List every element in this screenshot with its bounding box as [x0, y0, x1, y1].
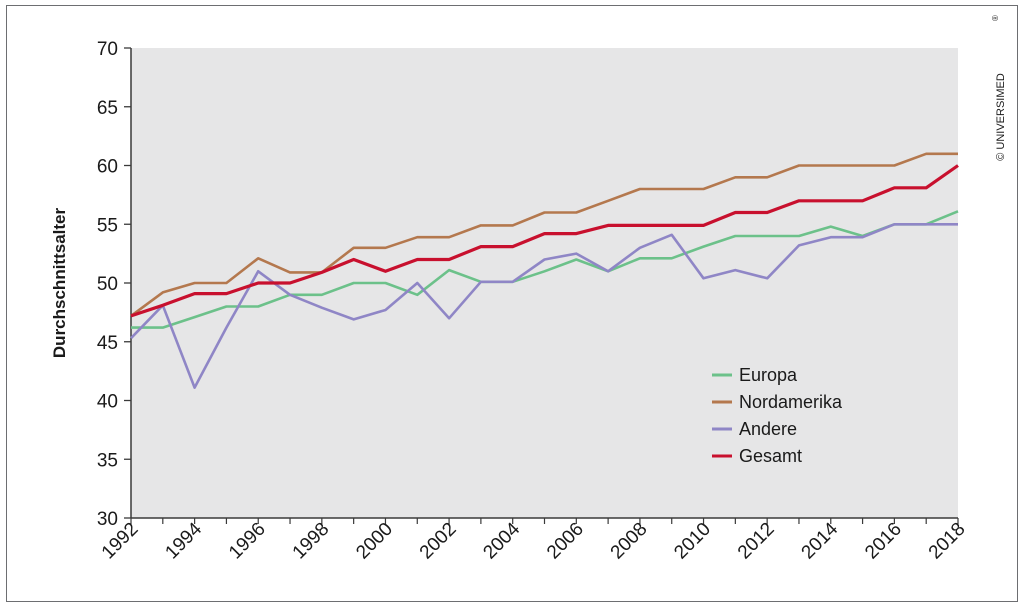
x-tick-label: 2016	[861, 519, 906, 564]
y-tick-label: 40	[97, 392, 118, 413]
series-lines	[130, 152, 959, 389]
x-tick-label: 2008	[607, 519, 652, 564]
y-tick-label: 55	[97, 215, 118, 236]
x-tick-label: 1994	[161, 518, 206, 563]
y-axis: 30 35 40 45 50 55 60 65 70	[97, 39, 132, 530]
y-tick-label: 30	[97, 509, 118, 530]
y-axis-label: Durchschnittsalter	[50, 208, 69, 359]
x-tick-label: 2018	[925, 519, 970, 564]
y-tick-label: 70	[97, 39, 118, 60]
y-tick-label: 65	[97, 98, 118, 119]
x-tick-label: 2004	[479, 518, 524, 563]
x-tick-label: 2000	[352, 519, 397, 564]
y-tick-label: 45	[97, 333, 118, 354]
registered-mark: ®	[991, 15, 1000, 21]
series-line-europa	[131, 210, 959, 329]
x-tick-label: 2012	[734, 519, 779, 564]
x-axis: 1992 1994 1996 1998 2000 2002 2004 2006 2008 2010…	[98, 517, 970, 564]
legend-label-nordamerika: Nordamerika	[739, 392, 843, 412]
x-tick-label: 2014	[798, 518, 843, 563]
figure-frame	[6, 5, 1018, 602]
series-line-andere	[130, 223, 958, 389]
x-tick-label: 2006	[543, 519, 588, 564]
y-tick-label: 35	[97, 450, 118, 471]
x-tick-label: 1998	[289, 519, 334, 564]
x-tick-label: 1996	[225, 519, 270, 564]
y-tick-label: 60	[97, 157, 118, 178]
legend-label-europa: Europa	[739, 365, 798, 385]
legend-label-gesamt: Gesamt	[739, 446, 802, 466]
copyright-text: © UNIVERSIMED	[995, 73, 1007, 161]
x-tick-label: 2010	[670, 519, 715, 564]
legend-label-andere: Andere	[739, 419, 797, 439]
series-line-gesamt	[130, 164, 959, 318]
series-line-nordamerika	[130, 152, 958, 317]
x-tick-label: 2002	[416, 519, 461, 564]
legend: Europa Nordamerika Andere Gesamt	[712, 365, 843, 466]
y-tick-label: 50	[97, 274, 118, 295]
